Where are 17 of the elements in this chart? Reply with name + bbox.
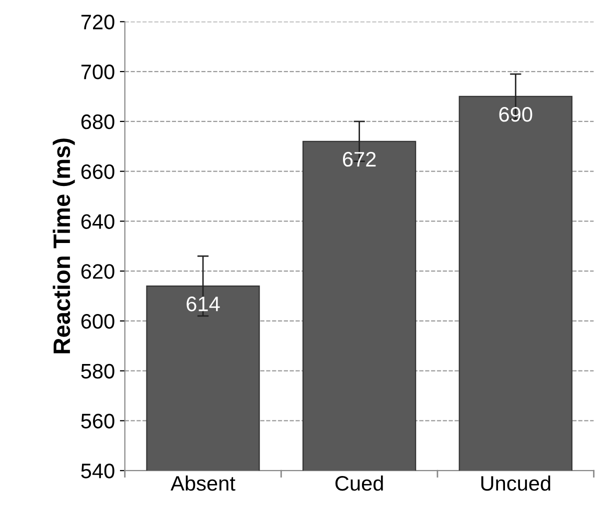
- y-tick-label: 540: [81, 464, 114, 478]
- x-tick-label: Cued: [335, 475, 383, 491]
- y-tick-label: 560: [81, 414, 114, 428]
- data-label: 672: [342, 152, 376, 167]
- y-tick-label: 680: [81, 114, 114, 130]
- y-tick-label: 580: [81, 364, 114, 379]
- data-label: 614: [186, 296, 220, 312]
- y-tick-label: 660: [81, 164, 114, 180]
- y-tick-label: 620: [81, 264, 114, 279]
- data-label: 690: [499, 107, 532, 122]
- x-tick-label: Absent: [170, 475, 236, 491]
- y-tick-label: 600: [81, 314, 114, 329]
- y-tick-label: 640: [81, 214, 114, 229]
- y-axis-title: Reaction Time (ms): [52, 138, 75, 354]
- y-tick-label: 700: [81, 64, 114, 80]
- y-tick-label: 720: [81, 14, 114, 30]
- x-tick-label: Uncued: [481, 475, 550, 491]
